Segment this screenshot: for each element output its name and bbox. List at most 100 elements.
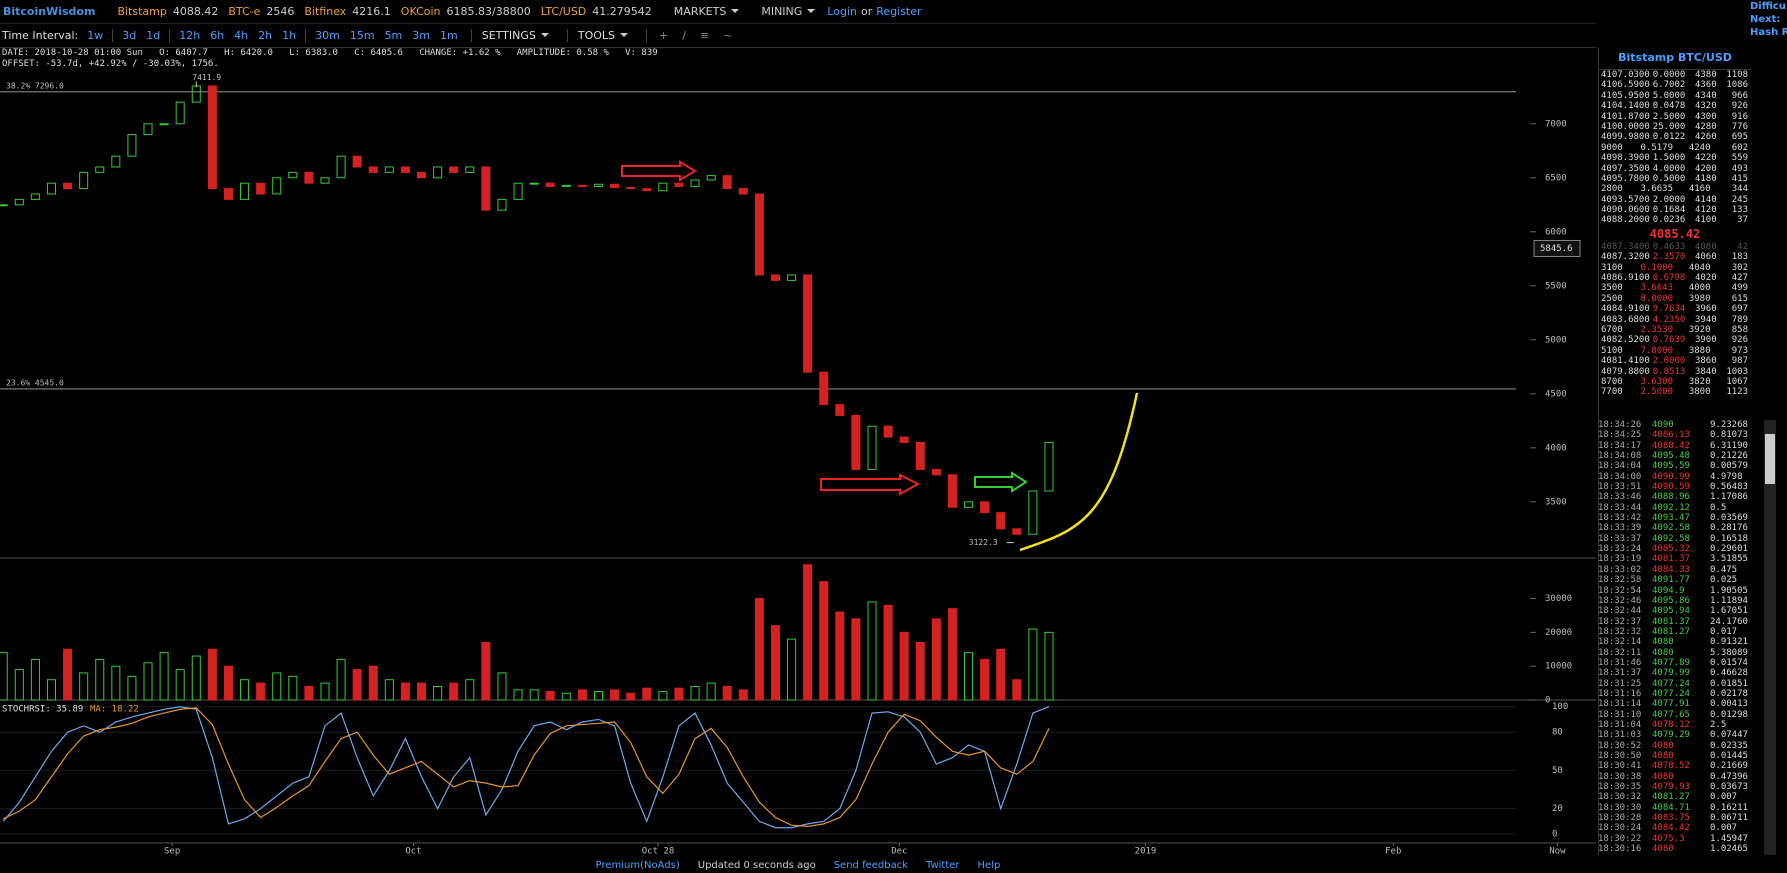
ticker-name[interactable]: OKCoin bbox=[400, 5, 441, 18]
footer-link[interactable]: Premium(NoAds) bbox=[595, 860, 680, 871]
order-row[interactable]: 4107.0300 0.0000 4380 1108 bbox=[1599, 70, 1751, 80]
order-cell: 4180 bbox=[1694, 173, 1717, 184]
order-cell: 697 bbox=[1731, 304, 1749, 315]
order-cell: 3500 bbox=[1601, 283, 1623, 294]
order-cell: 245 bbox=[1731, 194, 1749, 205]
y-tick-label: 3500 bbox=[1545, 497, 1567, 507]
footer-link[interactable]: Twitter bbox=[926, 860, 960, 871]
order-row[interactable]: 9000 0.5179 4240 602 bbox=[1599, 143, 1751, 153]
order-cell: 3980 bbox=[1688, 293, 1711, 304]
interval[interactable]: 3m bbox=[412, 29, 430, 42]
menu[interactable]: MINING bbox=[761, 5, 815, 18]
register-link[interactable]: Register bbox=[876, 5, 922, 18]
ticker-name[interactable]: Bitfinex bbox=[304, 5, 347, 18]
order-row[interactable]: 4081.4100 2.0000 3860 987 bbox=[1599, 356, 1751, 366]
trade-price: 4080 bbox=[1652, 647, 1674, 658]
order-row[interactable]: 4099.9800 0.0122 4260 695 bbox=[1599, 132, 1751, 142]
brand[interactable]: BitcoinWisdom bbox=[3, 5, 96, 18]
scrollbar[interactable] bbox=[1764, 420, 1776, 855]
ticker-price: 4088.42 bbox=[172, 5, 219, 18]
order-cell: 1086 bbox=[1726, 80, 1749, 91]
interval[interactable]: 1w bbox=[87, 29, 104, 42]
order-cell: 3940 bbox=[1694, 314, 1717, 325]
trade-price: 4095.48 bbox=[1652, 451, 1690, 462]
login-link[interactable]: Login bbox=[827, 5, 857, 18]
order-row[interactable]: 4106.5900 6.7002 4360 1086 bbox=[1599, 80, 1751, 90]
x-tick-label: Feb bbox=[1385, 847, 1401, 857]
trade-price: 4084.33 bbox=[1652, 564, 1690, 575]
ticker-price: 4216.1 bbox=[352, 5, 391, 18]
order-row[interactable]: 4105.9500 5.0000 4340 966 bbox=[1599, 91, 1751, 101]
trade-time: 18:34:25 bbox=[1598, 430, 1642, 441]
order-row[interactable]: 4098.3900 1.5000 4220 559 bbox=[1599, 153, 1751, 163]
order-row[interactable]: 4093.5700 2.0000 4140 245 bbox=[1599, 195, 1751, 205]
tool-icon[interactable]: ≡ bbox=[699, 29, 710, 42]
ticker-price: 41.279542 bbox=[592, 5, 652, 18]
interval[interactable]: 6h bbox=[210, 29, 225, 42]
order-cell: 4090.0600 bbox=[1601, 205, 1650, 216]
order-row[interactable]: 4101.8700 2.5000 4300 916 bbox=[1599, 112, 1751, 122]
menu[interactable]: TOOLS bbox=[578, 29, 628, 42]
low-label: 3122.3 bbox=[969, 538, 998, 547]
order-row[interactable]: 4088.2000 0.0236 4100 37 bbox=[1599, 215, 1751, 225]
order-row[interactable]: 2800 3.6635 4160 344 bbox=[1599, 184, 1751, 194]
order-row[interactable]: 4079.8800 0.8513 3840 1003 bbox=[1599, 367, 1751, 377]
interval[interactable]: 1m bbox=[440, 29, 458, 42]
order-cell: 4087.3200 bbox=[1601, 252, 1650, 263]
order-row[interactable]: 4082.5200 0.7639 3900 926 bbox=[1599, 335, 1751, 345]
order-book-title: Bitstamp BTC/USD bbox=[1599, 47, 1751, 70]
footer-link[interactable]: Help bbox=[977, 860, 1001, 871]
trade-amount: 0.00579 bbox=[1710, 461, 1748, 472]
order-cell: 615 bbox=[1731, 293, 1748, 304]
interval[interactable]: 4h bbox=[234, 29, 249, 42]
order-row[interactable]: 4100.0000 25.000 4280 776 bbox=[1599, 122, 1751, 132]
interval[interactable]: 30m bbox=[315, 29, 340, 42]
order-row[interactable]: 4097.3500 4.0000 4200 493 bbox=[1599, 164, 1751, 174]
volume-bar bbox=[770, 625, 780, 701]
trade-row: 18:34:26 4090 9.23268 bbox=[1598, 420, 1763, 430]
order-row[interactable]: 3500 3.6643 4000 499 bbox=[1599, 283, 1751, 293]
order-row[interactable]: 4087.3200 2.3570 4060 183 bbox=[1599, 252, 1751, 262]
order-row[interactable]: 8700 3.6300 3820 1067 bbox=[1599, 377, 1751, 387]
interval[interactable]: 1d bbox=[146, 29, 161, 42]
order-cell: 4340 bbox=[1694, 90, 1717, 101]
footer-link[interactable]: Send feedback bbox=[833, 860, 909, 871]
interval[interactable]: 1h bbox=[282, 29, 297, 42]
menu[interactable]: SETTINGS bbox=[482, 29, 549, 42]
order-row[interactable]: 7700 2.5000 3800 1123 bbox=[1599, 387, 1751, 397]
side-info: Difficu Next: Hash R bbox=[1750, 0, 1787, 39]
tool-icon[interactable]: ~ bbox=[723, 29, 733, 42]
tool-icon[interactable]: / bbox=[682, 29, 686, 42]
order-row[interactable]: 4083.6800 4.2350 3940 789 bbox=[1599, 315, 1751, 325]
interval[interactable]: 5m bbox=[384, 29, 403, 42]
order-row[interactable]: 6700 2.3530 3920 858 bbox=[1599, 325, 1751, 335]
order-row[interactable]: 4087.3400 0.4633 4080 42 bbox=[1599, 242, 1751, 252]
trade-amount: 9.23268 bbox=[1710, 420, 1748, 430]
interval[interactable]: 3d bbox=[122, 29, 137, 42]
trade-price: 4092.58 bbox=[1652, 533, 1690, 544]
order-cell: 9000 bbox=[1601, 142, 1623, 153]
interval[interactable]: 2h bbox=[258, 29, 273, 42]
ticker-name[interactable]: Bitstamp bbox=[117, 5, 167, 18]
order-row[interactable]: 4095.7800 0.5000 4180 415 bbox=[1599, 174, 1751, 184]
order-row[interactable]: 4084.9100 9.7634 3960 697 bbox=[1599, 304, 1751, 314]
order-row[interactable]: 4090.0600 0.1684 4120 133 bbox=[1599, 205, 1751, 215]
trade-row: 18:32:32 4081.27 0.017 bbox=[1598, 627, 1763, 637]
scroll-thumb[interactable] bbox=[1765, 434, 1775, 484]
candle bbox=[803, 274, 813, 373]
order-row[interactable]: 4104.1400 0.0478 4320 926 bbox=[1599, 101, 1751, 111]
order-row[interactable]: 5100 7.8000 3880 973 bbox=[1599, 346, 1751, 356]
tool-icon[interactable]: + bbox=[659, 29, 669, 42]
ticker-name[interactable]: BTC-e bbox=[228, 5, 261, 18]
ticker-name[interactable]: LTC/USD bbox=[540, 5, 587, 18]
trade-time: 18:30:35 bbox=[1598, 782, 1642, 793]
order-row[interactable]: 4086.9100 0.6798 4020 427 bbox=[1599, 273, 1751, 283]
order-row[interactable]: 2500 8.0000 3980 615 bbox=[1599, 294, 1751, 304]
candle bbox=[947, 474, 957, 508]
interval[interactable]: 12h bbox=[179, 29, 201, 42]
candle bbox=[529, 182, 539, 185]
order-row[interactable]: 3100 0.1000 4040 302 bbox=[1599, 263, 1751, 273]
menu[interactable]: MARKETS bbox=[674, 5, 740, 18]
interval[interactable]: 15m bbox=[349, 29, 375, 42]
volume-bar bbox=[256, 682, 266, 701]
